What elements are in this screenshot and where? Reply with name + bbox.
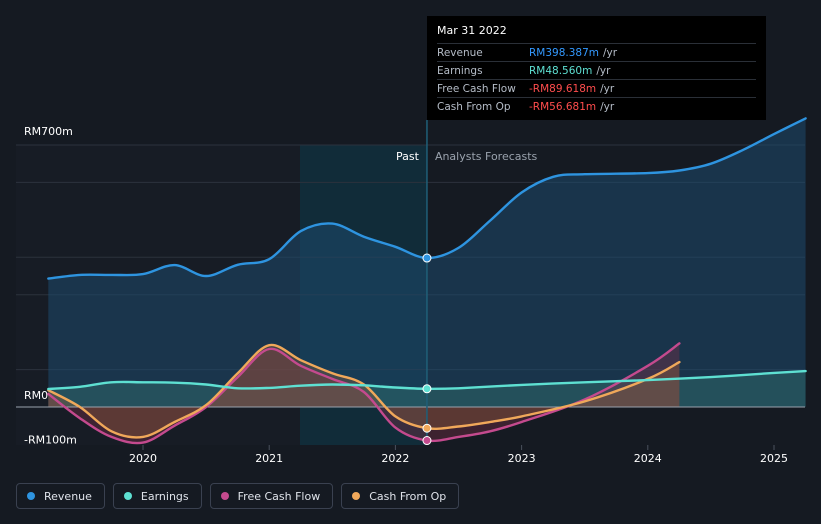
series-line-free-cash-flow — [47, 342, 681, 445]
x-tick-label: 2022 — [381, 452, 409, 465]
tooltip-unit: /yr — [596, 64, 611, 77]
tooltip-date: Mar 31 2022 — [437, 24, 507, 37]
tooltip-unit: /yr — [600, 82, 615, 95]
tooltip-value: RM48.560m — [529, 64, 593, 77]
marker-free-cash-flow — [422, 436, 432, 446]
past-label: Past — [396, 150, 420, 163]
y-tick-label: RM700m — [24, 125, 73, 138]
legend-dot-icon — [123, 492, 132, 500]
x-tick-label: 2024 — [634, 452, 662, 465]
legend-item-free-cash-flow[interactable]: Free Cash Flow — [209, 483, 334, 509]
tooltip-value: -RM89.618m — [529, 82, 597, 95]
legend-label: Earnings — [140, 489, 189, 503]
legend: Revenue Earnings Free Cash Flow Cash Fro… — [16, 483, 460, 509]
legend-label: Revenue — [44, 489, 92, 503]
legend-item-revenue[interactable]: Revenue — [16, 483, 105, 509]
legend-item-cash-from-op[interactable]: Cash From Op — [341, 483, 460, 509]
y-tick-label: -RM100m — [24, 433, 77, 446]
tooltip-row-cash-from-op: Cash From Op -RM56.681m /yr — [437, 97, 756, 115]
tooltip-row-free-cash-flow: Free Cash Flow -RM89.618m /yr — [437, 79, 756, 97]
marker-earnings — [422, 384, 432, 394]
tooltip-label: Revenue — [437, 46, 483, 59]
legend-item-earnings[interactable]: Earnings — [112, 483, 202, 509]
x-tick-label: 2021 — [255, 452, 283, 465]
legend-label: Cash From Op — [369, 489, 447, 503]
x-tick-label: 2025 — [760, 452, 788, 465]
legend-label: Free Cash Flow — [237, 489, 321, 503]
tooltip-label: Cash From Op — [437, 100, 511, 113]
y-tick-label: RM0 — [24, 389, 48, 402]
tooltip-unit: /yr — [600, 100, 615, 113]
marker-revenue — [422, 253, 432, 263]
tooltip-value: -RM56.681m — [529, 100, 597, 113]
tooltip-unit: /yr — [603, 46, 618, 59]
tooltip-value: RM398.387m — [529, 46, 600, 59]
legend-dot-icon — [352, 492, 361, 500]
tooltip-label: Free Cash Flow — [437, 82, 516, 95]
x-tick-label: 2020 — [129, 452, 157, 465]
legend-dot-icon — [220, 492, 229, 500]
series-line-cash-from-op — [47, 343, 681, 439]
x-tick-label: 2023 — [508, 452, 536, 465]
forecast-label: Analysts Forecasts — [435, 150, 538, 163]
tooltip-label: Earnings — [437, 64, 483, 77]
series-line-earnings — [47, 369, 807, 391]
tooltip-row-revenue: Revenue RM398.387m /yr — [437, 43, 756, 61]
marker-cash-from-op — [422, 423, 432, 433]
legend-dot-icon — [27, 492, 35, 500]
tooltip: Mar 31 2022 Revenue RM398.387m /yr Earni… — [427, 16, 766, 120]
tooltip-row-earnings: Earnings RM48.560m /yr — [437, 61, 756, 79]
series-line-revenue — [47, 117, 807, 280]
